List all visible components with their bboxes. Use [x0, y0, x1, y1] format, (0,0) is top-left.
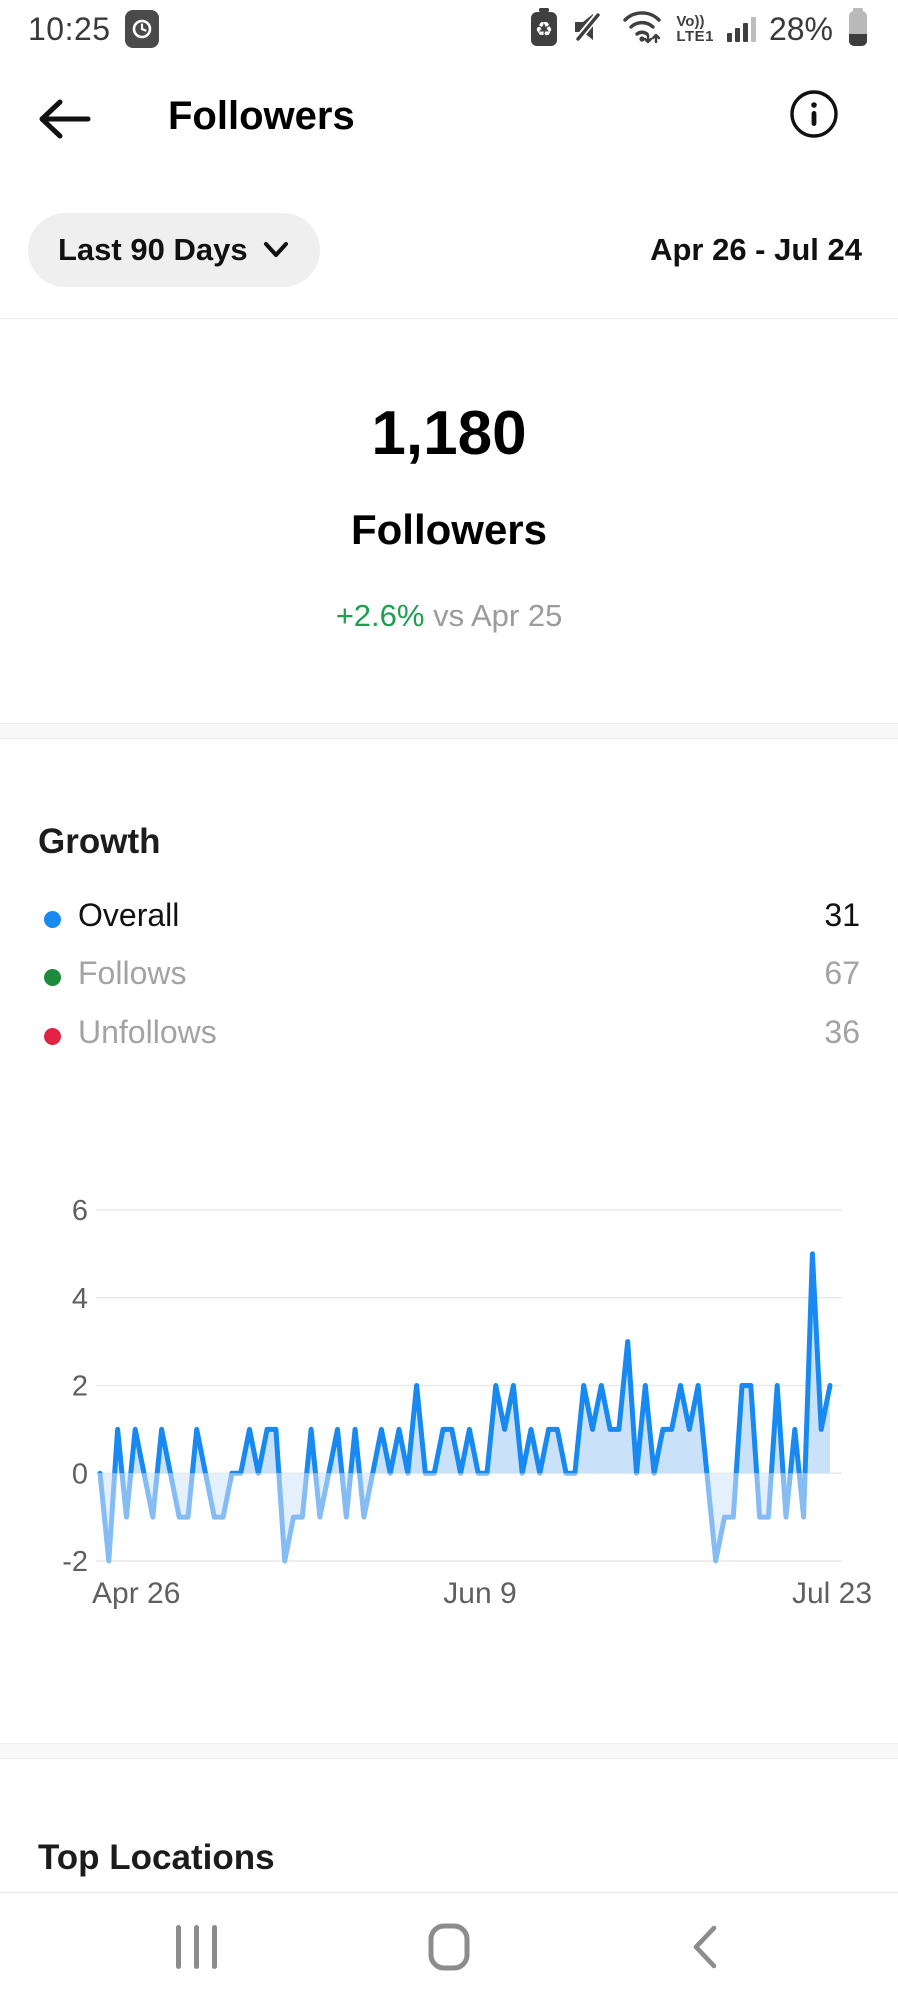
wifi-icon: [621, 8, 663, 51]
legend-row-follows: Follows 67: [0, 953, 898, 1001]
android-navbar: [0, 1892, 898, 1999]
divider: [0, 318, 898, 319]
info-button[interactable]: [786, 86, 842, 142]
legend-label: Unfollows: [78, 1014, 217, 1050]
followers-delta-note: +2.6% vs Apr 25: [0, 598, 898, 634]
svg-text:Jul 23: Jul 23: [792, 1577, 872, 1610]
filter-row: Last 90 Days Apr 26 - Jul 24: [0, 210, 898, 290]
legend-label: Overall: [78, 897, 180, 933]
growth-line-chart[interactable]: 6 4 2 0 -2 Apr 26 Jun 9 Jul 23: [0, 1185, 898, 1635]
legend-value: 31: [824, 897, 860, 933]
legend-row-overall: Overall 31: [0, 895, 898, 943]
status-bar: 10:25 ♻: [0, 0, 898, 58]
battery-percent: 28%: [768, 10, 833, 47]
legend-value: 67: [824, 955, 860, 991]
delta-comparison: vs Apr 25: [424, 598, 563, 633]
date-range-selector-label: Last 90 Days: [58, 232, 248, 267]
chevron-down-icon: [262, 232, 290, 268]
legend-row-unfollows: Unfollows 36: [0, 1012, 898, 1060]
followers-count-label: Followers: [350, 506, 548, 553]
svg-text:♻: ♻: [535, 17, 553, 41]
header: Followers: [0, 78, 898, 162]
volte-indicator: Vo)) LTE1: [676, 13, 714, 45]
legend-value: 36: [824, 1014, 860, 1050]
home-icon: [428, 1923, 470, 1970]
section-separator: [0, 1743, 898, 1759]
top-locations-heading: Top Locations: [38, 1838, 275, 1877]
signal-icon: [726, 16, 756, 42]
nav-back-button[interactable]: [644, 1893, 764, 2000]
section-separator: [0, 723, 898, 739]
delta-percent: +2.6%: [335, 598, 425, 633]
svg-text:0: 0: [72, 1458, 88, 1490]
power-saving-icon: ♻: [529, 7, 559, 52]
back-button[interactable]: [32, 92, 94, 146]
followers-summary: 1,180 Followers +2.6% vs Apr 25: [0, 320, 898, 723]
svg-text:2: 2: [72, 1371, 88, 1403]
follows-dot-icon: [44, 969, 61, 986]
followers-count: 1,180: [371, 399, 527, 468]
svg-text:6: 6: [72, 1195, 88, 1227]
date-range-selector[interactable]: Last 90 Days: [28, 213, 320, 287]
battery-icon: [846, 7, 870, 52]
recents-button[interactable]: [136, 1893, 256, 2000]
mute-icon: [572, 10, 608, 49]
overall-dot-icon: [44, 911, 61, 928]
home-button[interactable]: [389, 1893, 509, 2000]
recents-icon: [175, 1924, 217, 1969]
svg-text:Apr 26: Apr 26: [92, 1577, 180, 1610]
page-title: Followers: [168, 94, 355, 138]
legend-label: Follows: [78, 955, 187, 991]
date-range-text: Apr 26 - Jul 24: [650, 232, 862, 267]
growth-heading: Growth: [38, 822, 161, 861]
clock-badge-icon: [124, 10, 159, 48]
status-time: 10:25: [28, 10, 111, 47]
unfollows-dot-icon: [44, 1028, 61, 1045]
svg-text:-2: -2: [62, 1546, 88, 1578]
svg-text:4: 4: [72, 1283, 88, 1315]
nav-back-icon: [693, 1925, 717, 1968]
svg-text:Jun 9: Jun 9: [443, 1577, 516, 1610]
